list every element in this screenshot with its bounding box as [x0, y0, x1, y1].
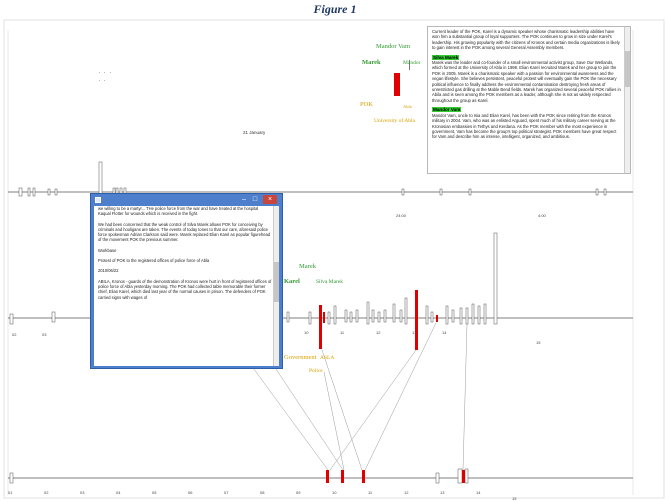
info-paragraph-karel: Current leader of the POK, Karel is a dy… [432, 29, 620, 51]
info-panel-scroll-thumb[interactable] [625, 51, 630, 87]
bottom-tick-label: 01 [8, 490, 13, 495]
bottom-tick-label: 03 [80, 490, 85, 495]
maximize-button[interactable]: □ [252, 196, 258, 203]
label-university: University of Abla [374, 117, 415, 124]
node-tick-mandor [409, 60, 410, 70]
info-name-vam: Mandor Vam [432, 107, 462, 113]
label-marek-mid: Marek [299, 263, 317, 270]
connection-lines [244, 322, 468, 471]
window-icon [95, 197, 101, 203]
popup-title-bar[interactable]: – □ × [91, 194, 282, 206]
info-name-marek: Silva Marek [432, 54, 460, 60]
bottom-tick-label: 10 [332, 490, 337, 495]
info-panel-scrollbar[interactable] [624, 27, 630, 173]
label-mandor-vam: Mandor Vam [376, 43, 410, 50]
date-label: 21 January [243, 130, 266, 135]
tick-label-mid-r5: 14 [442, 330, 447, 335]
popup-scroll-thumb[interactable] [274, 262, 279, 302]
tick-label-top-1: 24:00 [396, 213, 407, 218]
popup-paragraph-4: Protest of POK to the registered offices… [98, 258, 210, 264]
figure-title: Figure 1 [313, 2, 357, 16]
label-silva-marek: Silva Marek [316, 279, 343, 285]
article-popup-window[interactable]: – □ × we willing to be a martyr... THe p… [90, 193, 283, 369]
info-panel: Current leader of the POK, Karel is a dy… [427, 26, 631, 174]
popup-paragraph-5: 2010/06/22 [98, 268, 119, 274]
bottom-tick-label: 07 [224, 490, 229, 495]
bottom-tick-label: 02 [44, 490, 49, 495]
bottom-tick-label: 11 [368, 490, 373, 495]
tick-label-mid-r2: 11 [340, 330, 345, 335]
node-bar-marek[interactable] [394, 73, 400, 96]
popup-paragraph-6: ABILA, Kronos - guards of the demonstrat… [98, 278, 272, 300]
tick-label-mid-r3: 12 [376, 330, 381, 335]
popup-content: we willing to be a martyr... THe police … [94, 206, 279, 366]
tick-label-mid-r6: 15 [536, 340, 541, 345]
bottom-tick-label: 05 [152, 490, 157, 495]
popup-paragraph-1: we willing to be a martyr... THe police … [98, 206, 259, 217]
popup-paragraph-2: We had been concerned that the weak cont… [98, 221, 271, 243]
label-asla: ASLA [320, 355, 334, 361]
close-button[interactable]: × [263, 195, 277, 204]
bottom-tick-label: 12 [404, 490, 409, 495]
label-marek-top: Marek [362, 59, 381, 66]
label-mandor: Mandor [403, 60, 421, 66]
minimize-button[interactable]: – [242, 196, 246, 203]
tick-label-mid-l2: 03 [42, 332, 47, 337]
tick-label-mid-l1: 02 [12, 332, 17, 337]
bottom-tick-label: 04 [116, 490, 121, 495]
bottom-tick-label: 15 [512, 496, 517, 501]
label-karel: Karel [284, 278, 300, 285]
label-pok: POK [360, 101, 373, 108]
popup-paragraph-3: Workbase [98, 247, 117, 253]
bottom-tick-label: 06 [188, 490, 193, 495]
bottom-tick-label: 09 [296, 490, 301, 495]
bottom-timeline [8, 468, 633, 484]
top-timeline [8, 161, 633, 197]
info-paragraph-vam: Mandor Vam, uncle to Isia and Elian Kare… [432, 112, 617, 140]
tick-label-mid-r1: 10 [304, 330, 309, 335]
popup-scrollbar[interactable] [273, 206, 279, 366]
tick-label-mid-r4: 13 [412, 330, 417, 335]
bottom-tick-label: 08 [260, 490, 265, 495]
middle-timeline [8, 232, 633, 350]
bottom-tick-label: 14 [476, 490, 481, 495]
label-police: Police [309, 368, 323, 374]
label-government: Government [284, 354, 317, 361]
faint-markers [99, 72, 111, 81]
info-paragraph-marek: Marek was the leader and co-founder of a… [432, 60, 621, 103]
label-abla: Abla [403, 104, 412, 109]
bottom-tick-label: 13 [440, 490, 445, 495]
tick-label-top-2: 4:00 [538, 213, 547, 218]
